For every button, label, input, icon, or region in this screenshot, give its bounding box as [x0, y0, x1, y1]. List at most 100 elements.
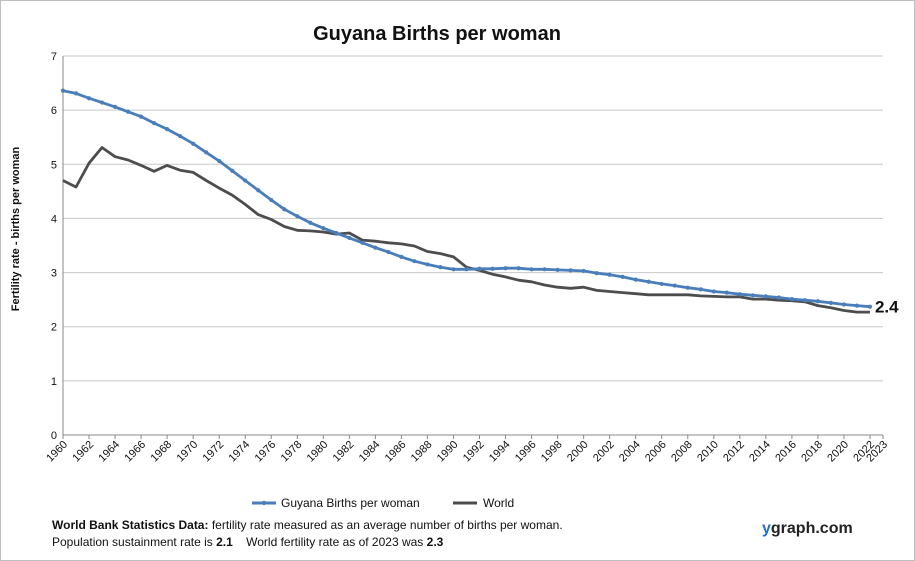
data-point-guyana-births-per-woman [750, 293, 755, 298]
y-tick-label: 1 [51, 376, 57, 388]
data-point-guyana-births-per-woman [490, 266, 495, 271]
data-point-guyana-births-per-woman [542, 267, 547, 272]
data-point-guyana-births-per-woman [854, 303, 860, 308]
footer-world-value: 2.3 [426, 535, 444, 549]
data-point-guyana-births-per-woman [633, 277, 638, 282]
data-point-guyana-births-per-woman [217, 158, 222, 164]
chart-title: Guyana Births per woman [313, 23, 561, 45]
x-tick-label: 1988 [409, 439, 435, 465]
brand-logo: ygraph.com [762, 520, 853, 538]
x-tick-label: 1994 [487, 439, 513, 465]
x-tick-label: 1960 [44, 439, 70, 465]
x-tick-label: 2014 [747, 439, 773, 465]
footer-world-text: World fertility rate as of 2023 was [232, 535, 427, 549]
data-point-guyana-births-per-woman [724, 290, 729, 295]
footer-description: fertility rate measured as an average nu… [208, 518, 563, 532]
x-tick-labels: 1960 1962 1964 1966 1968 1970 1972 1974 1976 1978… [44, 439, 890, 465]
data-point-guyana-births-per-woman [685, 285, 690, 290]
data-point-guyana-births-per-woman [620, 274, 625, 280]
data-point-guyana-births-per-woman [425, 262, 430, 267]
x-tick-label: 1998 [539, 439, 565, 465]
data-point-guyana-births-per-woman [256, 188, 261, 193]
data-point-guyana-births-per-woman [386, 249, 391, 255]
y-tick-label: 4 [51, 213, 57, 225]
y-axis-label: Fertility rate - births per woman [10, 147, 22, 312]
series-line-guyana-births-per-woman [62, 89, 871, 309]
series-line-world [62, 146, 870, 314]
data-point-guyana-births-per-woman [373, 245, 378, 250]
data-point-guyana-births-per-woman [529, 267, 534, 272]
data-point-guyana-births-per-woman [581, 268, 586, 274]
x-tick-label: 1982 [331, 439, 357, 465]
data-point-guyana-births-per-woman [555, 267, 560, 272]
brand-logo-rest: graph.com [770, 520, 853, 537]
data-point-guyana-births-per-woman [191, 141, 196, 146]
y-tick-label: 3 [51, 268, 57, 280]
y-tick-label: 5 [51, 159, 57, 171]
data-point-guyana-births-per-woman [347, 235, 352, 241]
data-point-guyana-births-per-woman [230, 168, 235, 173]
footer-sustain-value: 2.1 [216, 535, 233, 549]
data-point-guyana-births-per-woman [308, 220, 313, 225]
data-point-guyana-births-per-woman [321, 226, 326, 231]
x-tick-label: 2008 [669, 439, 695, 465]
x-tick-label: 1992 [461, 439, 487, 465]
legend-label-guyana: Guyana Births per woman [281, 496, 420, 510]
data-point-guyana-births-per-woman [867, 304, 873, 309]
data-point-guyana-births-per-woman [659, 281, 664, 287]
data-point-guyana-births-per-woman [815, 299, 821, 304]
x-tick-label: 1978 [279, 439, 305, 465]
x-tick-label: 1990 [435, 439, 461, 465]
legend: Guyana Births per woman World [252, 496, 514, 510]
data-point-guyana-births-per-woman [789, 297, 794, 302]
data-point-guyana-births-per-woman [152, 121, 157, 126]
data-point-guyana-births-per-woman [138, 114, 144, 119]
data-point-guyana-births-per-woman [841, 302, 847, 307]
data-point-guyana-births-per-woman [828, 300, 834, 305]
x-tick-label: 2020 [825, 439, 851, 465]
x-tick-label: 1970 [174, 439, 200, 465]
x-tick-label: 2002 [591, 439, 617, 465]
x-tick-label: 1974 [227, 439, 253, 465]
data-point-guyana-births-per-woman [477, 266, 482, 271]
data-point-guyana-births-per-woman [438, 265, 443, 270]
x-tick-label: 1996 [513, 439, 539, 465]
x-tick-label: 1984 [357, 439, 383, 465]
gridlines [63, 55, 883, 382]
data-point-guyana-births-per-woman [646, 279, 651, 284]
x-tick-label: 1986 [383, 439, 409, 465]
data-point-guyana-births-per-woman [568, 268, 573, 273]
x-tick-label: 2000 [565, 439, 591, 465]
footer-line-2: Population sustainment rate is 2.1 World… [52, 534, 563, 551]
y-tick-label: 0 [51, 430, 57, 442]
footer-source: World Bank Statistics Data: [52, 518, 209, 532]
axes [62, 56, 884, 439]
brand-logo-y: y [762, 520, 771, 537]
data-point-guyana-births-per-woman [60, 88, 66, 93]
footer-line-1: World Bank Statistics Data: fertility ra… [52, 517, 563, 534]
data-point-guyana-births-per-woman [112, 104, 118, 109]
y-tick-label: 6 [51, 105, 57, 117]
data-point-guyana-births-per-woman [698, 287, 703, 292]
x-tick-label: 1968 [148, 439, 174, 465]
data-point-guyana-births-per-woman [125, 109, 131, 114]
x-tick-label: 2010 [695, 439, 721, 465]
x-tick-label: 1966 [122, 439, 148, 465]
x-tick-label: 2018 [799, 439, 825, 465]
legend-label-world: World [483, 496, 514, 510]
data-point-guyana-births-per-woman [243, 178, 248, 183]
data-point-guyana-births-per-woman [594, 271, 599, 276]
x-tick-label: 2006 [643, 439, 669, 465]
data-point-guyana-births-per-woman [86, 96, 92, 101]
data-point-guyana-births-per-woman [412, 259, 417, 264]
x-tick-label: 1976 [253, 439, 279, 465]
end-value-label: 2.4 [875, 298, 899, 317]
data-point-guyana-births-per-woman [672, 283, 677, 288]
data-point-guyana-births-per-woman [295, 214, 300, 219]
x-tick-label: 1962 [70, 439, 96, 465]
data-point-guyana-births-per-woman [178, 134, 183, 139]
x-tick-label: 2004 [617, 439, 643, 465]
data-point-guyana-births-per-woman [776, 295, 781, 300]
y-tick-label: 7 [51, 51, 57, 63]
